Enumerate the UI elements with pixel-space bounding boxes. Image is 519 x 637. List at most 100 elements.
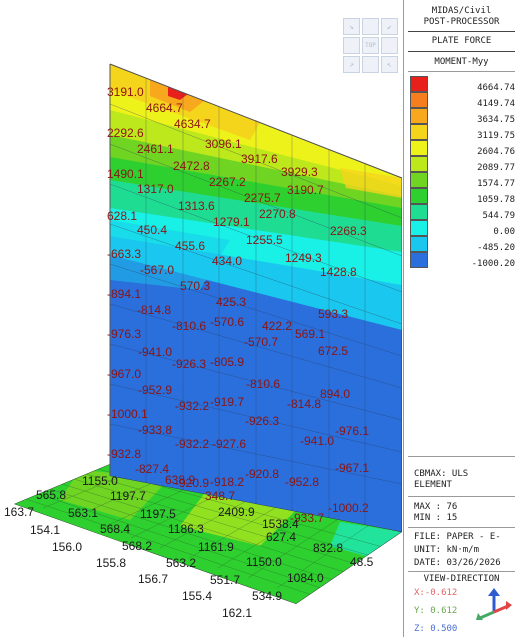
wall-value-label: 4664.7 <box>146 101 183 115</box>
wall-value-label: 4634.7 <box>174 117 211 131</box>
slab-value-label: 2409.9 <box>218 505 255 519</box>
wall-value-label: 3191.0 <box>107 85 144 99</box>
wall-value-label: 425.3 <box>216 295 246 309</box>
view-nw-icon[interactable]: ↘ <box>343 18 360 35</box>
wall-value-label: -663.3 <box>107 247 141 261</box>
legend-swatch <box>410 124 428 140</box>
legend-value: 4149.74 <box>477 99 515 109</box>
slab-value-label: 563.2 <box>166 556 196 570</box>
slab-value-label: 1197.7 <box>110 489 146 503</box>
wall-value-label: -941.0 <box>300 434 334 448</box>
view-navigation-cube[interactable]: ↘ ↙ TOP ↗ ↖ <box>343 18 399 74</box>
wall-value-label: -567.0 <box>140 263 174 277</box>
legend-value: 2604.76 <box>477 147 515 157</box>
slab-value-label: 563.1 <box>68 506 98 520</box>
view-sw-icon[interactable]: ↗ <box>343 56 360 73</box>
wall-value-label: -1000.2 <box>328 501 369 515</box>
wall-value-label: 3917.6 <box>241 152 278 166</box>
axis-triad-icon <box>476 588 512 620</box>
wall-value-label: 1313.6 <box>178 199 215 213</box>
wall-value-label: -810.6 <box>246 377 280 391</box>
legend-entry: 2604.76 <box>410 140 515 157</box>
slab-value-label: 1538.4 <box>262 517 299 531</box>
slab-value-label: 551.7 <box>210 573 240 587</box>
wall-value-label: 3096.1 <box>205 137 242 151</box>
wall-value-label: 3929.3 <box>281 165 318 179</box>
app-title-line1: MIDAS/Civil <box>431 6 492 16</box>
slab-value-label: 1186.3 <box>168 522 204 536</box>
wall-value-label: -967.1 <box>335 461 369 475</box>
wall-value-label: 593.3 <box>318 307 348 321</box>
view-w-icon[interactable] <box>343 37 360 54</box>
wall-value-label: 2461.1 <box>137 142 174 156</box>
legend-entry: -1000.20 <box>410 252 515 269</box>
wall-value-label: 450.4 <box>137 223 167 237</box>
slab-value-label: 155.8 <box>96 556 126 570</box>
legend-value: 1574.77 <box>477 179 515 189</box>
unit-label: UNIT: kN·m/m <box>414 545 480 555</box>
legend-value: 4664.74 <box>477 83 515 93</box>
slab-value-label: 568.2 <box>122 539 152 553</box>
wall-value-label: -932.8 <box>107 447 141 461</box>
wall-value-label: -918.2 <box>210 475 244 489</box>
wall-value-label: -810.6 <box>172 319 206 333</box>
element-label: ELEMENT <box>414 480 452 490</box>
slab-value-label: 156.0 <box>52 540 82 554</box>
legend-entry: 0.00 <box>410 220 515 237</box>
panel-divider <box>403 0 404 637</box>
legend-entry: 2089.77 <box>410 156 515 173</box>
legend-swatch <box>410 156 428 172</box>
wall-value-label: -976.1 <box>335 424 369 438</box>
legend-entry: 544.79 <box>410 204 515 221</box>
wall-value-label: 434.0 <box>212 254 242 268</box>
wall-value-label: 638.9 <box>165 473 195 487</box>
slab-value-label: 1155.0 <box>82 474 118 488</box>
legend-swatch <box>410 188 428 204</box>
legend-swatch <box>410 108 428 124</box>
app-title-line2: POST-PROCESSOR <box>423 17 500 27</box>
legend-swatch <box>410 236 428 252</box>
wall-value-label: -1000.1 <box>107 407 148 421</box>
view-z: Z: 0.500 <box>414 624 458 634</box>
view-s-icon[interactable] <box>362 56 379 73</box>
slab-value-label: 154.1 <box>30 523 60 537</box>
view-y: Y: 0.612 <box>414 606 458 616</box>
wall-value-label: -570.7 <box>244 335 278 349</box>
legend-value: -485.20 <box>477 243 515 253</box>
wall-value-label: 2268.3 <box>330 224 367 238</box>
wall-value-label: 1490.1 <box>107 167 144 181</box>
slab-value-label: 48.5 <box>350 555 374 569</box>
view-se-icon[interactable]: ↖ <box>381 56 398 73</box>
view-top-button[interactable]: TOP <box>362 37 379 54</box>
slab-value-label: 832.8 <box>313 541 343 555</box>
wall-value-label: 2270.8 <box>259 207 296 221</box>
view-ne-icon[interactable]: ↙ <box>381 18 398 35</box>
slab-value-label: 568.4 <box>100 522 130 536</box>
wall-value-label: -933.8 <box>138 423 172 437</box>
wall-value-label: 1317.0 <box>137 182 174 196</box>
wall-value-label: -814.8 <box>137 303 171 317</box>
wall-value-label: -805.9 <box>210 355 244 369</box>
wall-value-label: -932.2 <box>175 399 209 413</box>
legend-entry: 3634.75 <box>410 108 515 125</box>
wall-value-label: 569.1 <box>295 327 325 341</box>
slab-value-label: 1150.0 <box>246 555 282 569</box>
view-e-icon[interactable] <box>381 37 398 54</box>
result-component: MOMENT-Myy <box>434 57 489 67</box>
model-viewport[interactable]: 3191.0 4664.7 4634.7 3096.1 3917.6 3929.3 2292… <box>0 0 403 637</box>
date-label: DATE: 03/26/2026 <box>414 558 501 568</box>
wall-value-label: -919.7 <box>210 395 244 409</box>
legend-swatch <box>410 140 428 156</box>
wall-value-label: 3190.7 <box>287 183 324 197</box>
cbmax-label: CBMAX: ULS <box>414 469 469 479</box>
legend-entry: 3119.75 <box>410 124 515 141</box>
wall-value-label: -941.0 <box>138 345 172 359</box>
view-n-icon[interactable] <box>362 18 379 35</box>
legend-swatch <box>410 220 428 236</box>
legend-value: 0.00 <box>493 227 515 237</box>
wall-value-label: -894.1 <box>107 287 141 301</box>
slab-value-labels: 1155.0 565.8 1197.7 163.7 563.1 1197.5 2409.9 1… <box>4 474 374 620</box>
wall-value-label: 422.2 <box>262 319 292 333</box>
